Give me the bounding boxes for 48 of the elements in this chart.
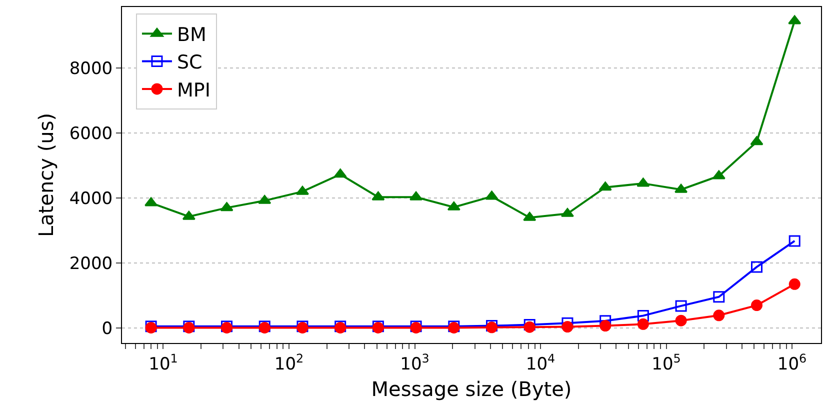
y-tick-label: 2000: [69, 254, 113, 274]
point: [751, 261, 762, 273]
point: [220, 202, 234, 212]
point: [713, 291, 725, 303]
legend-label: MPI: [176, 79, 210, 102]
point: [560, 208, 574, 217]
legend-label: SC: [176, 52, 202, 74]
point: [750, 136, 764, 146]
point: [410, 191, 423, 200]
point: [713, 310, 725, 322]
point: [600, 315, 612, 327]
y-tick-label: 8000: [69, 59, 113, 80]
point: [598, 182, 612, 191]
x-tick-label: 10$^{2}$: [274, 351, 304, 374]
point: [562, 317, 574, 329]
point: [674, 184, 688, 193]
point: [258, 194, 272, 204]
point: [751, 300, 762, 312]
point: [636, 178, 650, 187]
point: [182, 210, 196, 220]
point: [144, 197, 158, 206]
point: [600, 320, 612, 332]
x-tick-label: 10$^{4}$: [526, 351, 556, 374]
y-axis-title: Latency (us): [34, 112, 58, 238]
point: [637, 318, 649, 330]
point: [675, 300, 687, 312]
point: [788, 278, 800, 290]
point: [788, 15, 802, 24]
point: [788, 235, 800, 247]
x-tick-label: 10$^{3}$: [400, 351, 430, 374]
x-tick-label: 10$^{6}$: [777, 351, 807, 374]
point: [523, 212, 536, 221]
legend-label: BM: [176, 24, 206, 46]
point: [372, 191, 385, 200]
x-axis-title: Message size (Byte): [371, 376, 572, 401]
point: [334, 168, 347, 178]
point: [485, 190, 498, 200]
point: [562, 321, 574, 332]
point: [675, 314, 687, 326]
x-tick-label: 10$^{5}$: [652, 351, 681, 374]
x-tick-label: 10$^{1}$: [148, 351, 178, 374]
point: [447, 201, 460, 210]
y-tick-label: 6000: [69, 124, 113, 144]
point: [637, 310, 649, 322]
y-tick-label: 4000: [69, 189, 113, 210]
y-tick-label: 0: [102, 319, 113, 339]
point: [712, 170, 726, 180]
point: [296, 186, 309, 195]
